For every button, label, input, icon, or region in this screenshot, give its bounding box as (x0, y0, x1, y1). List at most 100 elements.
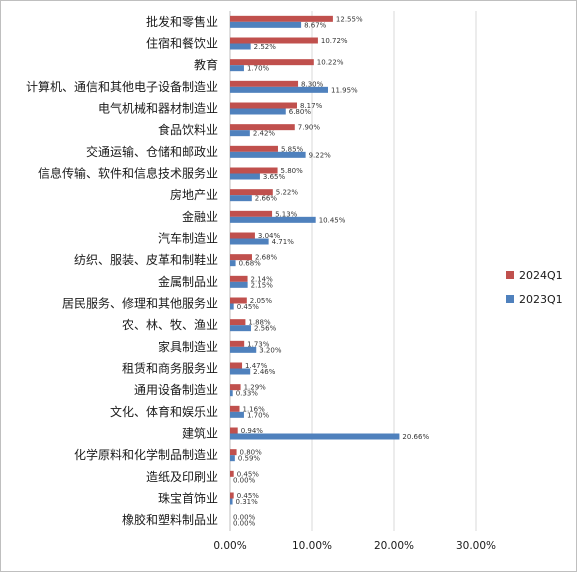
category-label: 居民服务、修理和其他服务业 (62, 296, 218, 311)
x-tick-label: 20.00% (374, 540, 414, 552)
bar-2023Q1 (230, 151, 306, 158)
bar-2024Q1 (230, 167, 278, 174)
bar-2023Q1 (230, 260, 236, 267)
data-label: 10.45% (319, 216, 346, 224)
category-label: 批发和零售业 (146, 14, 218, 29)
category-label: 纺织、服装、皮革和制鞋业 (74, 252, 218, 267)
data-label: 1.29% (244, 384, 267, 392)
bar-2023Q1 (230, 498, 233, 505)
data-label: 3.65% (263, 173, 286, 181)
bar-2023Q1 (230, 433, 400, 440)
category-labels: 批发和零售业住宿和餐饮业教育计算机、通信和其他电子设备制造业电气机械和器材制造业… (26, 14, 218, 527)
data-label: 2.68% (255, 254, 278, 262)
bar-2023Q1 (230, 455, 235, 462)
data-label: 7.90% (298, 124, 321, 132)
bars (230, 15, 400, 505)
x-axis-ticks: 0.00% 10.00% 20.00% 30.00% (213, 540, 496, 552)
bar-2024Q1 (230, 232, 255, 239)
data-label: 2.52% (254, 43, 277, 51)
data-label: 0.00% (233, 476, 256, 484)
bar-2023Q1 (230, 281, 248, 288)
bar-2024Q1 (230, 275, 248, 282)
gridlines (229, 11, 477, 531)
bar-2024Q1 (230, 405, 240, 412)
data-label: 8.17% (300, 102, 323, 110)
category-label: 金融业 (182, 209, 218, 224)
data-label: 10.72% (321, 37, 348, 45)
category-label: 信息传输、软件和信息技术服务业 (38, 166, 218, 181)
bar-2023Q1 (230, 411, 244, 418)
category-label: 通用设备制造业 (134, 383, 218, 397)
category-label: 化学原料和化学制品制造业 (74, 447, 218, 462)
data-label: 0.45% (237, 492, 260, 500)
x-tick-label: 10.00% (292, 540, 332, 552)
data-label: 12.55% (336, 15, 363, 23)
data-label: 5.13% (275, 210, 298, 218)
bar-2023Q1 (230, 303, 234, 310)
data-label: 11.95% (331, 86, 358, 94)
bar-2024Q1 (230, 37, 318, 44)
data-label: 5.85% (281, 145, 304, 153)
data-label: 1.16% (243, 405, 266, 413)
data-label: 8.67% (304, 21, 327, 29)
category-label: 教育 (194, 57, 218, 72)
bar-2024Q1 (230, 145, 278, 152)
category-label: 家具制造业 (158, 339, 218, 354)
category-label: 农、林、牧、渔业 (122, 318, 218, 332)
legend-label: 2024Q1 (519, 269, 563, 282)
bar-2024Q1 (230, 189, 273, 196)
bar-2024Q1 (230, 340, 245, 347)
legend-swatch-2024Q1 (506, 271, 514, 279)
category-label: 造纸及印刷业 (146, 470, 218, 484)
data-label: 2.42% (253, 130, 276, 138)
bar-2023Q1 (230, 346, 257, 353)
data-label: 8.30% (301, 80, 324, 88)
bar-2023Q1 (230, 368, 251, 375)
data-label: 10.22% (317, 59, 344, 67)
data-label: 9.22% (309, 151, 332, 159)
category-label: 房地产业 (170, 187, 218, 202)
bar-2024Q1 (230, 297, 247, 304)
data-label: 0.00% (233, 514, 256, 522)
category-label: 文化、体育和娱乐业 (110, 404, 218, 419)
category-label: 金属制品业 (158, 274, 218, 289)
category-label: 住宿和餐饮业 (146, 36, 218, 51)
bar-2024Q1 (230, 15, 333, 22)
bar-2023Q1 (230, 216, 316, 223)
data-label: 2.15% (251, 281, 274, 289)
bar-2024Q1 (230, 449, 237, 456)
bar-2024Q1 (230, 102, 297, 109)
data-label: 0.94% (241, 427, 264, 435)
data-label: 2.66% (255, 195, 278, 203)
legend-swatch-2023Q1 (506, 295, 514, 303)
category-label: 橡胶和塑料制品业 (122, 512, 218, 527)
data-label: 0.00% (233, 520, 256, 528)
bar-2024Q1 (230, 427, 238, 434)
bar-2023Q1 (230, 390, 233, 397)
data-label: 1.88% (248, 319, 271, 327)
bar-2023Q1 (230, 65, 244, 72)
bar-2024Q1 (230, 492, 234, 499)
bar-2023Q1 (230, 43, 251, 50)
data-label: 5.80% (281, 167, 304, 175)
bar-2024Q1 (230, 210, 273, 217)
data-label: 0.33% (236, 390, 259, 398)
bar-2024Q1 (230, 254, 252, 261)
legend-label: 2023Q1 (519, 293, 563, 306)
bar-2023Q1 (230, 238, 269, 245)
data-label: 2.05% (250, 297, 273, 305)
data-label: 2.14% (251, 275, 274, 283)
data-label: 1.47% (245, 362, 268, 370)
data-label: 3.04% (258, 232, 281, 240)
bar-2023Q1 (230, 173, 260, 180)
data-label: 2.56% (254, 325, 277, 333)
category-label: 建筑业 (182, 426, 218, 441)
data-label: 0.45% (237, 303, 260, 311)
category-label: 租赁和商务服务业 (122, 361, 218, 376)
x-tick-label: 0.00% (213, 540, 246, 552)
bar-2024Q1 (230, 470, 234, 477)
bar-2023Q1 (230, 130, 250, 137)
category-label: 珠宝首饰业 (158, 492, 218, 506)
